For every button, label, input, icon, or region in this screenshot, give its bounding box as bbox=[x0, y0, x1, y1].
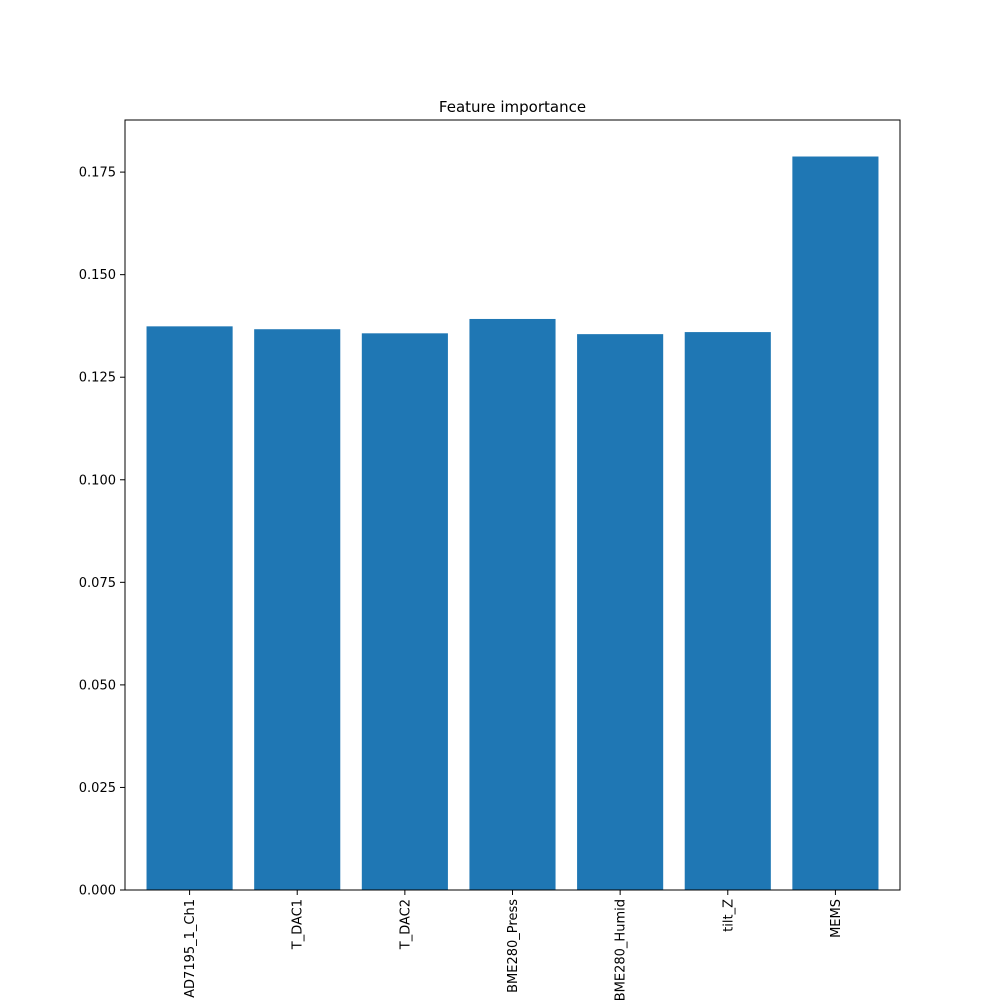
bar-1 bbox=[254, 329, 341, 891]
x-tick-label-3: BME280_Press bbox=[506, 899, 521, 993]
x-tick-label-0: AD7195_1_Ch1 bbox=[183, 899, 198, 998]
plot-frame bbox=[124, 119, 901, 891]
x-tick-label-6: MEMS bbox=[829, 899, 844, 938]
bar-4 bbox=[577, 334, 664, 890]
y-tick-label-2: 0.050 bbox=[79, 678, 116, 693]
x-tick-label-1: T_DAC1 bbox=[291, 899, 306, 950]
chart-title: Feature importance bbox=[439, 98, 586, 116]
bar-3 bbox=[469, 318, 556, 891]
y-tick-label-6: 0.150 bbox=[79, 268, 116, 283]
bar-2 bbox=[361, 333, 448, 890]
y-tick-label-5: 0.125 bbox=[79, 371, 116, 386]
x-tick-label-2: T_DAC2 bbox=[398, 899, 413, 950]
bars-group bbox=[146, 156, 879, 891]
x-axis: AD7195_1_Ch1 T_DAC1 T_DAC2 BME280_Press BME2… bbox=[183, 890, 844, 1000]
bar-6 bbox=[792, 156, 879, 890]
y-tick-label-4: 0.100 bbox=[79, 473, 116, 488]
y-tick-label-3: 0.075 bbox=[79, 576, 116, 591]
x-tick-label-5: tilt_Z bbox=[721, 899, 736, 932]
bar-0 bbox=[146, 326, 233, 891]
y-tick-label-0: 0.000 bbox=[79, 884, 116, 899]
y-tick-label-7: 0.175 bbox=[79, 166, 116, 181]
y-tick-label-1: 0.025 bbox=[79, 781, 116, 796]
x-tick-label-4: BME280_Humid bbox=[614, 899, 629, 1000]
bar-5 bbox=[684, 332, 771, 891]
y-axis: 0.000 0.025 0.050 0.075 0.100 0.125 0.150 0.175 bbox=[79, 166, 125, 899]
